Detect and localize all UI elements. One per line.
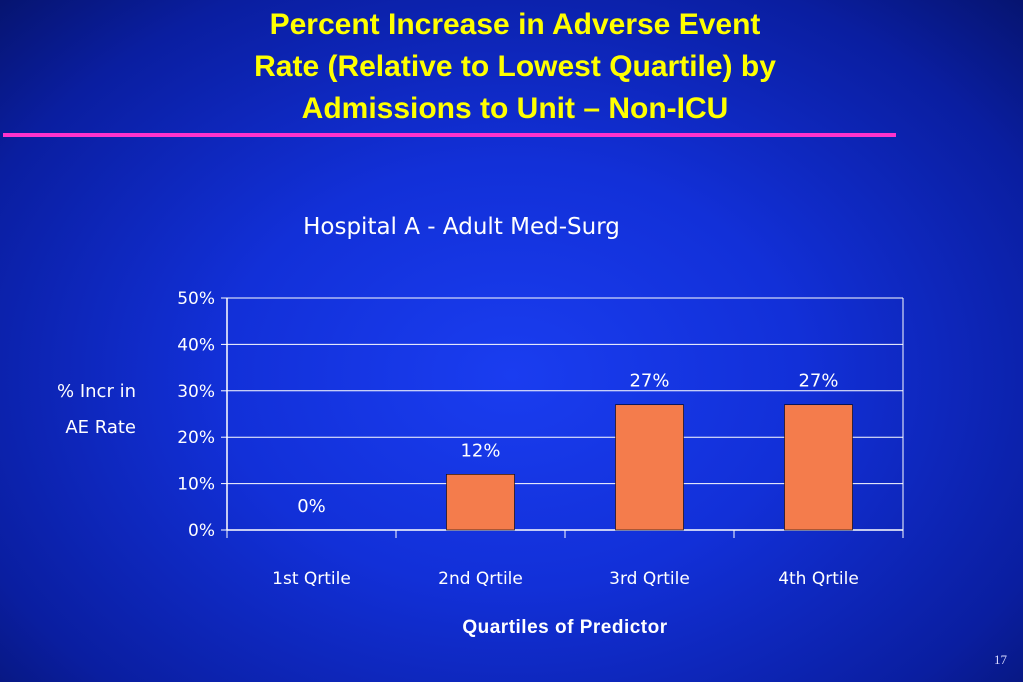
y-tick-label: 0% — [188, 521, 215, 541]
bar — [615, 404, 684, 531]
data-label: 27% — [798, 371, 838, 392]
bar — [446, 474, 515, 531]
x-axis-label: Quartiles of Predictor — [462, 617, 668, 638]
y-tick-label: 30% — [177, 382, 215, 402]
y-tick-label: 10% — [177, 475, 215, 495]
y-tick-label: 20% — [177, 428, 215, 448]
slide-title-line-3: Admissions to Unit – Non-ICU — [301, 92, 729, 125]
y-tick-label: 50% — [177, 289, 215, 309]
slide-title-line-1: Percent Increase in Adverse Event — [269, 8, 761, 41]
page-number: 17 — [994, 652, 1007, 667]
y-axis-label: % Incr in AE Rate — [14, 374, 136, 446]
data-label: 12% — [460, 440, 500, 461]
y-axis-label-line-1: % Incr in — [57, 381, 136, 402]
x-category-label: 3rd Qrtile — [609, 569, 690, 589]
x-category-label: 2nd Qrtile — [438, 569, 523, 589]
data-label: 0% — [297, 496, 326, 517]
y-axis-label-line-2: AE Rate — [65, 417, 136, 438]
slide-title-line-2: Rate (Relative to Lowest Quartile) by — [254, 50, 776, 83]
bar — [784, 404, 853, 531]
data-label: 27% — [629, 371, 669, 392]
slide-title: Percent Increase in Adverse Event Rate (… — [120, 4, 910, 130]
title-divider — [3, 133, 896, 137]
chart-title-wrap: Hospital A - Adult Med-Surg — [0, 214, 1023, 240]
x-category-label: 4th Qrtile — [778, 569, 859, 589]
y-tick-label: 40% — [177, 335, 215, 355]
chart-title: Hospital A - Adult Med-Surg — [303, 214, 620, 240]
x-category-label: 1st Qrtile — [272, 569, 351, 589]
